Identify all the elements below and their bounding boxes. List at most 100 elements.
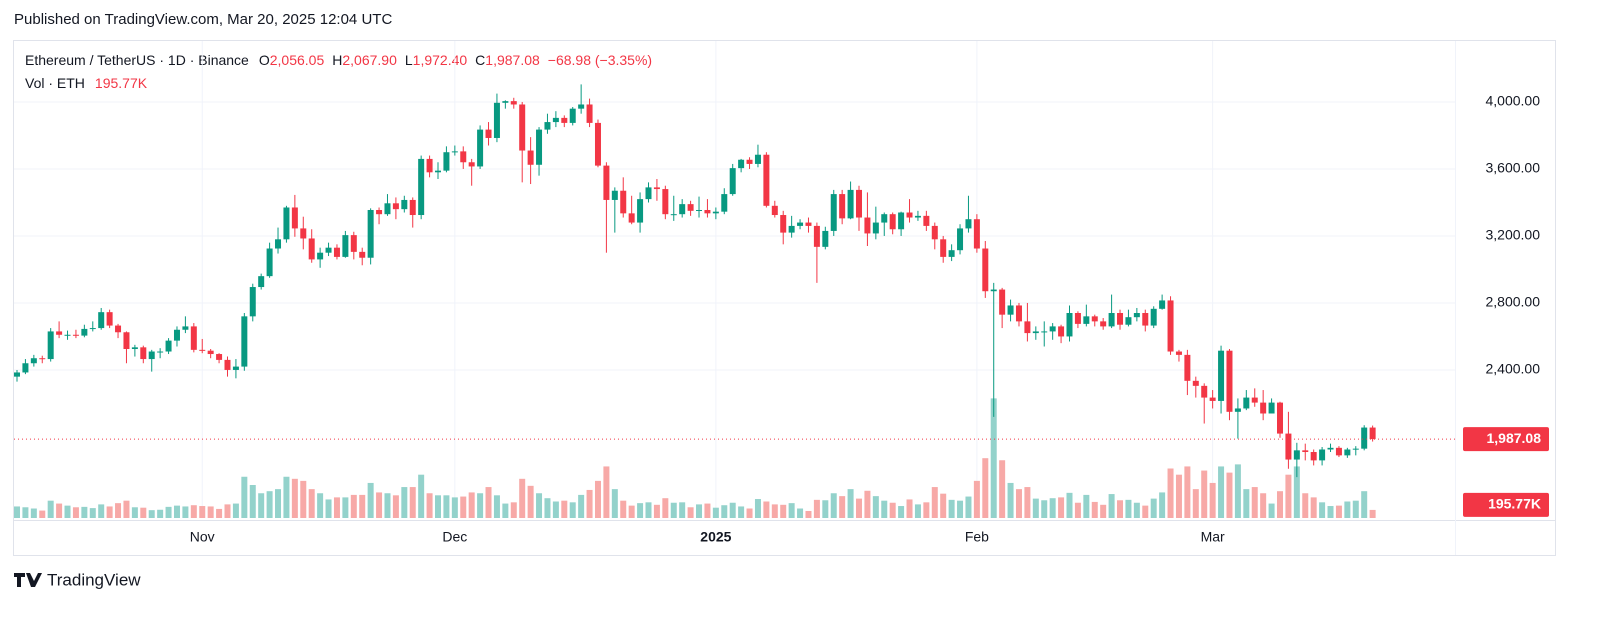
candle-body (510, 101, 517, 105)
candle-body (148, 351, 155, 360)
x-tick-label: 2025 (700, 529, 731, 545)
candle-body (1058, 326, 1065, 337)
candle-body (502, 101, 509, 103)
candle-body (477, 129, 484, 167)
y-tick-label: 3,200.00 (1486, 227, 1541, 243)
volume-bar (847, 489, 854, 518)
volume-bar (898, 506, 905, 518)
candle-body (1209, 397, 1216, 401)
candle-body (822, 230, 829, 247)
candle-body (317, 252, 324, 260)
candle-body (1125, 317, 1132, 325)
candle-body (982, 248, 989, 292)
candle-body (561, 117, 568, 123)
volume-bar (653, 504, 660, 518)
volume-bar (275, 489, 282, 518)
candle-body (165, 340, 172, 352)
candle-body (283, 207, 290, 240)
candles (14, 84, 1376, 478)
candle-body (527, 150, 534, 165)
candle-body (738, 159, 745, 169)
volume-bar (392, 495, 399, 518)
candle-body (788, 225, 795, 233)
volume-bar (148, 510, 155, 518)
open-label: O (259, 52, 270, 68)
candle-body (1032, 331, 1039, 334)
candle-body (620, 190, 627, 214)
volume-bar (140, 507, 147, 518)
volume-bar (485, 487, 492, 518)
candle-body (763, 154, 770, 206)
candle-body (232, 366, 239, 370)
candle-body (957, 228, 964, 251)
volume-bar (468, 492, 475, 518)
candle-body (451, 151, 458, 153)
volume-bar (603, 466, 610, 518)
volume-bar (1260, 493, 1267, 518)
candle-body (923, 215, 930, 226)
candle-body (241, 316, 248, 367)
candle-body (418, 158, 425, 216)
candle-body (872, 222, 879, 234)
volume-bar (1277, 491, 1283, 518)
candle-body (771, 205, 778, 216)
candle-body (342, 235, 349, 257)
volume-bar (510, 502, 517, 518)
legend-line: Ethereum / TetherUS · 1D · Binance O2,056… (25, 52, 652, 68)
candle-body (1268, 402, 1275, 414)
candle-body (89, 328, 96, 330)
candle-body (662, 189, 669, 215)
volume-bar (493, 495, 500, 518)
candle-body (258, 276, 265, 288)
candle-body (115, 325, 122, 333)
volume-bar (216, 508, 223, 518)
volume-bar (872, 496, 879, 518)
candle-body (106, 312, 113, 326)
candle-body (39, 358, 46, 360)
candle-body (123, 332, 130, 350)
volume-bar (22, 507, 29, 518)
volume-bar (594, 480, 601, 518)
volume-bar (839, 496, 846, 518)
volume-bar (14, 506, 20, 518)
candle-body (679, 204, 686, 215)
candle-body (1218, 350, 1225, 401)
volume-bar (477, 493, 484, 518)
candle-body (881, 214, 888, 223)
high-value: 2,067.90 (342, 52, 397, 68)
candle-body (1142, 312, 1149, 326)
candle-body (797, 222, 804, 226)
volume-bar (1226, 472, 1233, 518)
volume-bar (864, 490, 871, 518)
volume-bar (1369, 509, 1376, 518)
volume-bar (1066, 492, 1073, 518)
volume-bar (856, 498, 862, 518)
volume-value: 195.77K (95, 75, 148, 91)
open-value: 2,056.05 (270, 52, 325, 68)
candle-body (1319, 449, 1326, 461)
candle-body (1285, 433, 1292, 460)
volume-bar (746, 508, 753, 518)
candle-body (931, 225, 938, 240)
candle-body (898, 212, 905, 230)
volume-bar (47, 500, 54, 518)
volume-bar (199, 506, 206, 518)
volume-bar (502, 503, 509, 518)
volume-bar (1175, 474, 1182, 518)
low-value: 1,972.40 (413, 52, 468, 68)
volume-bar (1091, 501, 1098, 518)
volume-bar (1243, 489, 1250, 518)
volume-bar (813, 499, 820, 518)
volume-bar (1108, 494, 1115, 518)
low-label: L (405, 52, 413, 68)
candle-body (552, 117, 559, 123)
candle-body (47, 331, 54, 360)
candle-body (275, 239, 282, 249)
volume-bar (1302, 493, 1309, 518)
volume-bar (780, 504, 787, 518)
candle-body (1015, 305, 1022, 322)
volume-bar (376, 492, 383, 518)
candle-body (519, 104, 526, 151)
candle-body (224, 359, 231, 370)
